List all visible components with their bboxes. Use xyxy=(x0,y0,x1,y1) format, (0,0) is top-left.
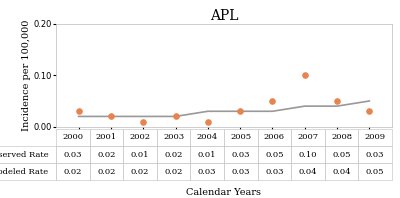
Point xyxy=(237,110,243,113)
Title: APL: APL xyxy=(210,9,238,23)
Point xyxy=(269,99,276,103)
Point xyxy=(334,99,340,103)
Point xyxy=(76,110,82,113)
Text: Calendar Years: Calendar Years xyxy=(186,188,262,197)
Point xyxy=(108,115,114,118)
Point xyxy=(366,110,372,113)
Y-axis label: Incidence per 100,000: Incidence per 100,000 xyxy=(22,20,31,131)
Point xyxy=(172,115,179,118)
Point xyxy=(302,74,308,77)
Point xyxy=(140,120,146,123)
Point xyxy=(205,120,211,123)
